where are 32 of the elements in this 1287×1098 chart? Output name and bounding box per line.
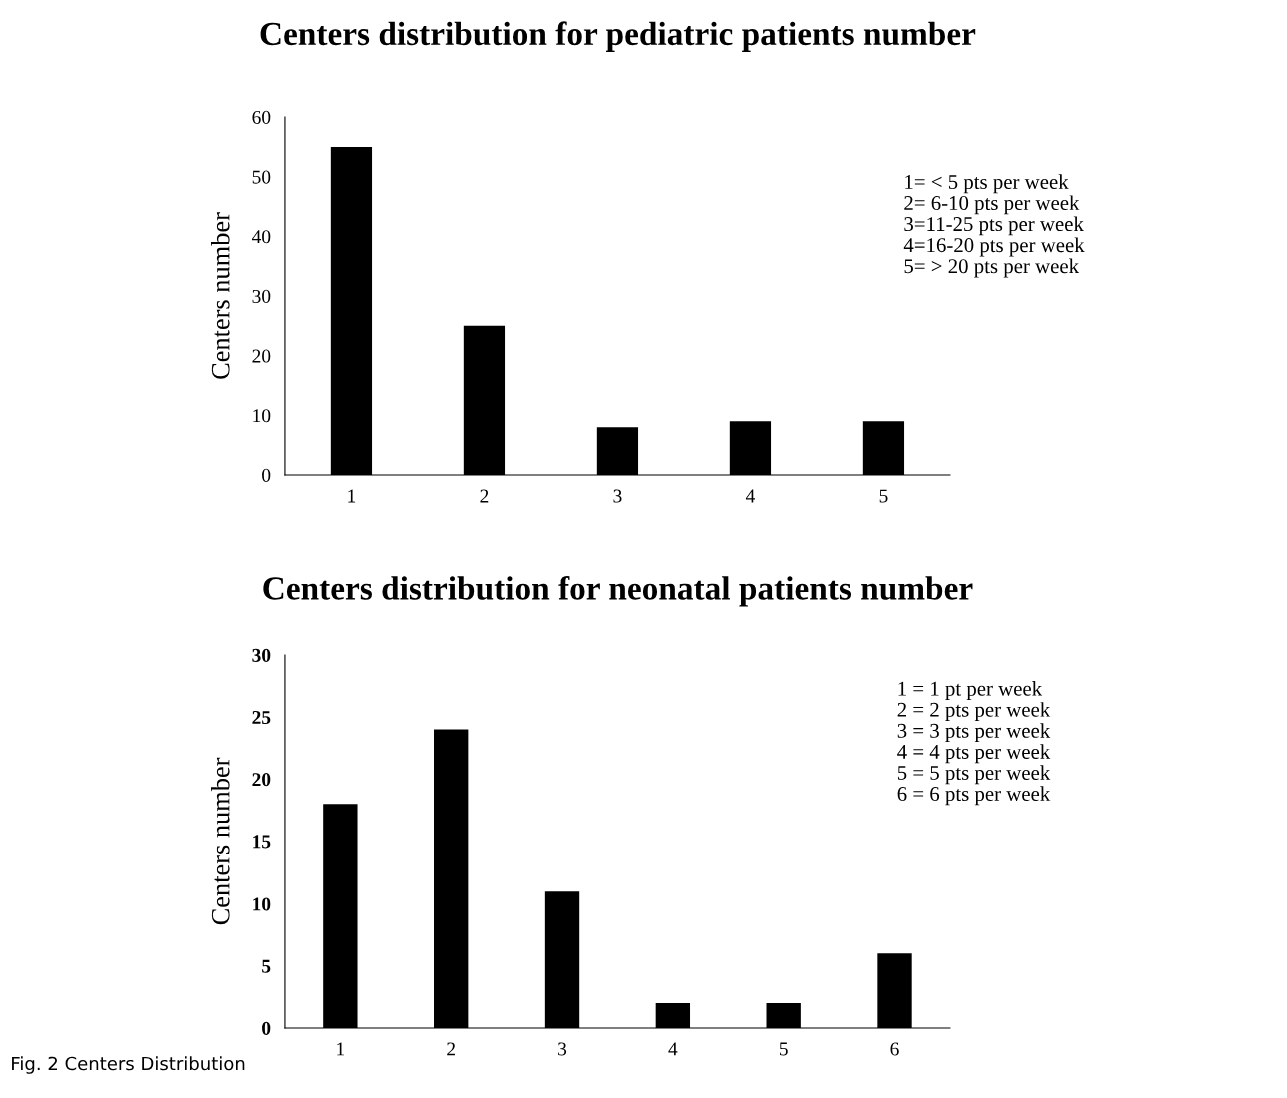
annotation: 1= < 5 pts per week 2= 6-10 pts per week 3=11-25 pts per week 4=16-20 pts per week 5= > 20 pts per week bbox=[903, 174, 1085, 278]
y-tick-label: 30 bbox=[252, 289, 271, 303]
annotation: 1 = 1 pt per week 2 = 2 pts per week 3 = 3 pts per week 4 = 4 pts per week 5 = 5 pts per week 6 = 6 pts per week bbox=[897, 681, 1051, 806]
x-tick-label: 6 bbox=[890, 1042, 899, 1056]
chart-title: Centers distribution for neonatal patients number bbox=[263, 575, 973, 607]
x-tick-label: 3 bbox=[613, 489, 622, 503]
y-tick-label: 10 bbox=[253, 897, 271, 911]
x-tick-label: 2 bbox=[447, 1042, 455, 1056]
x-tick-label: 4 bbox=[668, 1042, 678, 1056]
y-tick-label: 20 bbox=[252, 773, 271, 787]
x-tick-label: 1 bbox=[337, 1042, 345, 1056]
x-tick-label: 3 bbox=[558, 1042, 567, 1056]
x-tick-label: 1 bbox=[348, 489, 356, 503]
y-tick-label: 5 bbox=[262, 959, 271, 973]
caption: Fig. 2 Centers Distribution bbox=[12, 1056, 245, 1074]
x-tick-label: 5 bbox=[879, 489, 888, 503]
x-tick-label: 5 bbox=[779, 1042, 788, 1056]
y-tick-label: 25 bbox=[252, 710, 271, 725]
y-tick-label: 50 bbox=[252, 170, 271, 184]
y-tick-label: 15 bbox=[253, 835, 271, 849]
y-tick-label: 0 bbox=[262, 468, 271, 482]
y-axis-title: Centers number bbox=[211, 757, 230, 925]
chart-title: Centers distribution for pediatric patients number bbox=[260, 21, 976, 52]
y-tick-label: 60 bbox=[252, 110, 271, 124]
y-tick-label: 0 bbox=[262, 1021, 271, 1035]
y-tick-label: 20 bbox=[252, 349, 271, 363]
y-axis-title: Centers number bbox=[211, 212, 230, 379]
y-tick-label: 40 bbox=[251, 230, 271, 244]
y-tick-label: 10 bbox=[253, 409, 271, 423]
x-tick-label: 2 bbox=[480, 489, 489, 503]
x-tick-label: 4 bbox=[745, 489, 755, 503]
y-tick-label: 30 bbox=[252, 648, 271, 662]
